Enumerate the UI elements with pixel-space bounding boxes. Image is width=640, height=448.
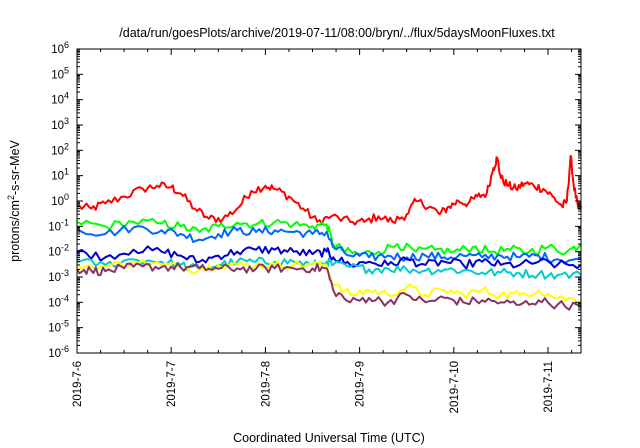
series-line <box>76 258 582 304</box>
y-tick-label: 10-3 <box>48 268 69 284</box>
series-line <box>76 245 582 270</box>
y-tick-label: 100 <box>51 192 69 208</box>
y-tick-exponent: 4 <box>64 91 69 101</box>
series-line <box>76 256 582 280</box>
series-line <box>76 217 582 256</box>
y-tick-label: 102 <box>51 141 69 157</box>
series-line <box>76 225 582 264</box>
y-tick-label: 10-2 <box>48 243 69 259</box>
y-tick-base: 10 <box>48 348 61 360</box>
plot-frame <box>76 48 582 354</box>
chart-title: /data/run/goesPlots/archive/2019-07-11/0… <box>119 26 555 40</box>
y-tick-exponent: -3 <box>61 268 69 278</box>
y-tick-exponent: 0 <box>64 192 69 202</box>
series-line <box>76 262 582 311</box>
y-tick-exponent: -2 <box>61 243 69 253</box>
x-tick-label: 2019-7-9 <box>355 361 367 407</box>
y-tick-base: 10 <box>48 297 61 309</box>
y-tick-exponent: 2 <box>64 141 69 151</box>
y-tick-label: 10-4 <box>48 293 69 309</box>
y-tick-base: 10 <box>51 44 64 56</box>
y-tick-exponent: 1 <box>64 167 69 177</box>
y-tick-base: 10 <box>48 272 61 284</box>
y-tick-base: 10 <box>51 171 64 183</box>
y-tick-exponent: 6 <box>64 40 69 50</box>
y-tick-base: 10 <box>48 247 61 259</box>
y-tick-exponent: -5 <box>61 319 69 329</box>
y-axis: 10-610-510-410-310-210-11001011021031041… <box>48 40 581 360</box>
y-tick-exponent: -6 <box>61 344 69 354</box>
y-tick-base: 10 <box>51 196 64 208</box>
y-tick-base: 10 <box>51 120 64 132</box>
y-tick-label: 105 <box>51 65 69 81</box>
y-tick-base: 10 <box>48 221 61 233</box>
y-tick-exponent: 5 <box>64 65 69 75</box>
x-tick-label: 2019-7-6 <box>72 361 84 407</box>
y-tick-label: 104 <box>51 91 69 107</box>
y-tick-label: 103 <box>51 116 69 132</box>
y-tick-exponent: 3 <box>64 116 69 126</box>
x-tick-label: 2019-7-8 <box>260 361 272 407</box>
x-axis: 2019-7-6 2019-7-7 2019-7-8 2019-7-9 2019-7-1… <box>72 49 573 413</box>
x-axis-label: Coordinated Universal Time (UTC) <box>233 431 425 445</box>
y-axis-label: protons/cm2-s-sr-MeV <box>6 139 22 261</box>
y-tick-base: 10 <box>48 323 61 335</box>
y-tick-label: 106 <box>51 40 69 56</box>
y-tick-label: 10-6 <box>48 344 69 360</box>
series-line <box>76 155 582 226</box>
y-tick-label: 10-1 <box>48 217 69 233</box>
y-tick-exponent: -4 <box>61 293 69 303</box>
x-tick-label: 2019-7-11 <box>543 361 555 413</box>
plot-area <box>76 155 582 311</box>
y-tick-label: 10-5 <box>48 319 69 335</box>
y-tick-exponent: -1 <box>61 217 69 227</box>
y-tick-base: 10 <box>51 145 64 157</box>
y-tick-base: 10 <box>51 69 64 81</box>
y-tick-base: 10 <box>51 95 64 107</box>
x-tick-label: 2019-7-10 <box>449 361 461 413</box>
y-tick-label: 101 <box>51 167 69 183</box>
x-tick-label: 2019-7-7 <box>166 361 178 407</box>
